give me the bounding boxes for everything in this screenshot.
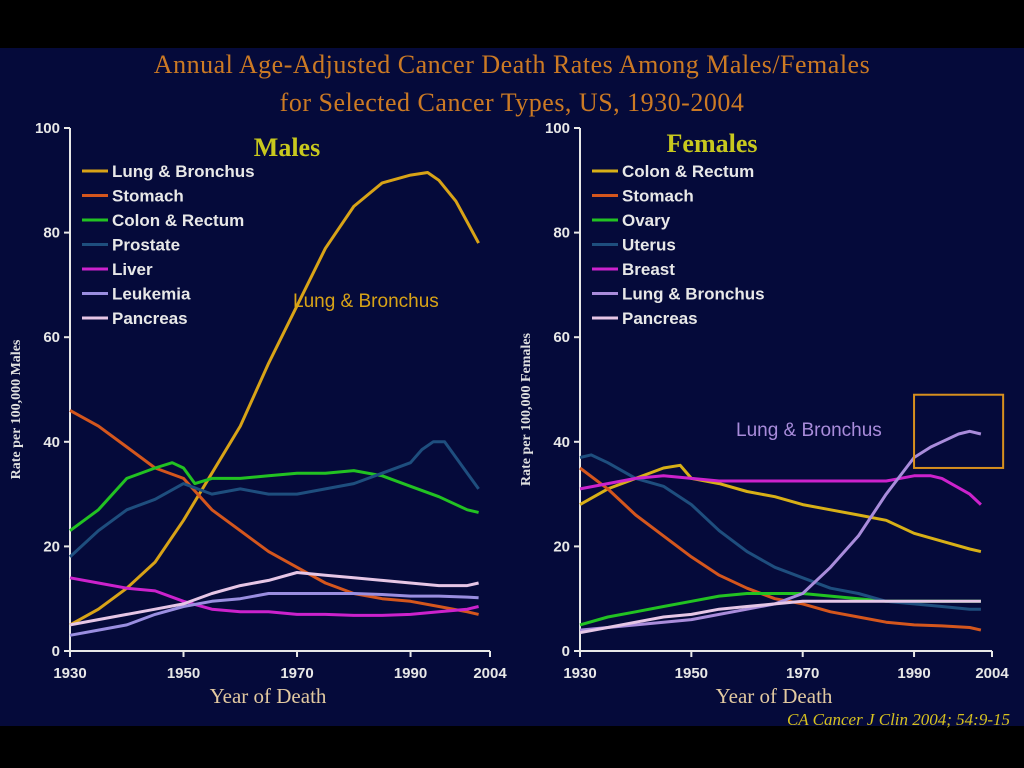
panel-males-series-colon-rectum xyxy=(69,461,479,532)
panel-males-series-liver xyxy=(69,576,479,617)
panel-females-highlight-box xyxy=(913,393,1005,469)
panel-males-x-tick-label: 1930 xyxy=(53,665,86,682)
panel-females-y-tick-label: 20 xyxy=(553,538,570,555)
panel-females-series-breast xyxy=(579,474,982,506)
slide-title-line-2: for Selected Cancer Types, US, 1930-2004 xyxy=(279,88,745,117)
panel-females-y-tick-label: 40 xyxy=(553,434,570,451)
panel-females-legend-label: Stomach xyxy=(622,187,694,206)
panel-males-x-axis-title: Year of Death xyxy=(210,684,327,708)
panel-males-series-lung-bronchus xyxy=(69,171,480,627)
panel-males-x-tick-label: 2004 xyxy=(473,665,507,682)
panel-males-x-tick-label: 1970 xyxy=(280,665,313,682)
panel-females-title: Females xyxy=(667,129,758,158)
slide-background xyxy=(0,48,1024,726)
panel-females-annotation: Lung & Bronchus xyxy=(736,420,882,441)
panel-males-annotation: Lung & Bronchus xyxy=(293,291,439,312)
panel-males-y-tick-label: 0 xyxy=(52,643,60,660)
panel-females-y-tick-label: 100 xyxy=(545,120,570,137)
panel-males-x-tick-label: 1990 xyxy=(394,665,427,682)
panel-females-legend-label: Lung & Bronchus xyxy=(622,285,765,304)
panel-males: 0 20 40 60 80 100 1930 1950 1970 1990 2004 Year of … xyxy=(9,120,507,708)
panel-females-y-tick-label: 80 xyxy=(553,225,570,242)
panel-males-legend-label: Lung & Bronchus xyxy=(112,162,255,181)
citation: CA Cancer J Clin 2004; 54:9-15 xyxy=(786,710,1010,729)
panel-females-legend-label: Ovary xyxy=(622,211,671,230)
panel-females: 0 20 40 60 80 100 1930 1950 1970 1990 2004 Year of … xyxy=(519,120,1009,708)
panel-females-series-pancreas xyxy=(579,599,981,635)
panel-females-legend-label: Pancreas xyxy=(622,309,698,328)
panel-males-x-tick-label: 1950 xyxy=(167,665,200,682)
panel-males-series-prostate xyxy=(68,440,480,559)
panel-females-y-axis-title: Rate per 100,000 Females xyxy=(519,332,534,485)
panel-males-y-tick-label: 100 xyxy=(35,120,60,137)
panel-males-legend-label: Liver xyxy=(112,260,153,279)
panel-males-y-tick-label: 20 xyxy=(43,538,60,555)
slide-title-line-1: Annual Age-Adjusted Cancer Death Rates A… xyxy=(153,50,871,79)
panel-females-series-colon-rectum xyxy=(579,463,982,554)
panel-males-legend-label: Pancreas xyxy=(112,309,188,328)
panel-females-legend-label: Colon & Rectum xyxy=(622,162,754,181)
panel-females-x-tick-label: 1970 xyxy=(786,665,819,682)
panel-males-series-leukemia xyxy=(69,592,479,637)
panel-females-x-tick-label: 1930 xyxy=(563,665,596,682)
panel-males-y-tick-label: 60 xyxy=(43,329,60,346)
panel-males-y-tick-label: 40 xyxy=(43,434,60,451)
panel-females-y-tick-label: 60 xyxy=(553,329,570,346)
panel-females-x-tick-label: 1950 xyxy=(675,665,708,682)
panel-males-legend-label: Stomach xyxy=(112,187,184,206)
panel-females-series-lung-bronchus xyxy=(579,429,982,632)
panel-females-x-axis-title: Year of Death xyxy=(716,684,833,708)
panel-males-series-pancreas xyxy=(69,571,479,627)
panel-females-y-tick-label: 0 xyxy=(562,643,570,660)
panel-males-legend-label: Colon & Rectum xyxy=(112,211,244,230)
panel-males-legend-label: Leukemia xyxy=(112,285,191,304)
panel-males-legend-label: Prostate xyxy=(112,236,180,255)
panel-females-legend-label: Uterus xyxy=(622,236,676,255)
panel-females-series-uterus xyxy=(579,453,981,611)
panel-females-legend-label: Breast xyxy=(622,260,675,279)
panel-males-series-stomach xyxy=(69,409,479,616)
panel-males-title: Males xyxy=(254,133,320,162)
panel-females-x-tick-label: 1990 xyxy=(897,665,930,682)
panel-females-x-tick-label: 2004 xyxy=(975,665,1009,682)
panel-males-y-axis-title: Rate per 100,000 Males xyxy=(9,339,24,479)
panel-males-y-tick-label: 80 xyxy=(43,225,60,242)
